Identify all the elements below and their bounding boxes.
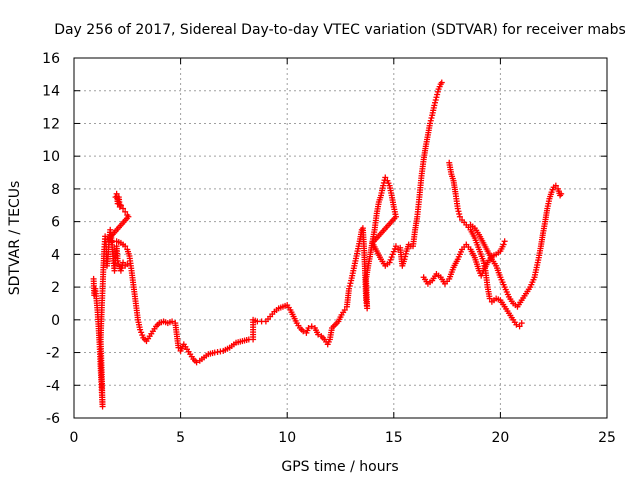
data-point — [300, 328, 307, 335]
x-tick-label: 5 — [176, 430, 185, 446]
data-point — [402, 250, 409, 257]
data-point — [137, 326, 144, 333]
data-point — [433, 94, 440, 101]
data-point — [380, 182, 387, 189]
y-tick-label: 16 — [42, 51, 60, 67]
data-point — [138, 329, 145, 336]
chart-title: Day 256 of 2017, Sidereal Day-to-day VTE… — [54, 22, 626, 38]
data-point — [456, 213, 463, 220]
data-point — [118, 265, 125, 271]
data-point — [434, 91, 441, 98]
series-layer — [90, 79, 565, 410]
data-point — [387, 256, 394, 263]
y-tick-label: 0 — [51, 313, 60, 329]
y-axis-label: SDTVAR / TECUs — [7, 181, 23, 296]
data-point — [389, 251, 396, 258]
data-point — [558, 190, 565, 197]
data-point — [438, 79, 445, 86]
grid-layer — [74, 58, 607, 418]
data-point — [552, 182, 559, 189]
data-point — [341, 307, 348, 313]
data-point — [139, 332, 146, 339]
data-point — [518, 320, 525, 327]
x-tick-label: 15 — [385, 430, 403, 446]
data-point — [346, 283, 353, 289]
data-point — [114, 257, 121, 264]
tick-layer: 0 5 10 15 20 25 -6 -4 -2 0 2 4 6 8 10 12 14 16 — [42, 51, 616, 446]
y-tick-label: 8 — [51, 182, 60, 198]
data-point — [120, 259, 127, 266]
data-point — [432, 99, 439, 106]
data-point — [386, 259, 393, 266]
data-point — [486, 295, 493, 302]
data-point — [169, 318, 176, 325]
y-tick-label: -6 — [46, 411, 60, 427]
data-point — [308, 323, 315, 330]
data-point — [428, 115, 435, 121]
plot-frame — [73, 57, 608, 419]
data-point — [434, 88, 441, 95]
data-point — [122, 208, 129, 215]
y-tick-label: 10 — [42, 149, 60, 165]
y-tick-label: -2 — [46, 346, 60, 362]
data-point — [427, 117, 434, 124]
x-tick-label: 20 — [491, 430, 509, 446]
y-tick-label: 2 — [51, 280, 60, 296]
data-point — [501, 238, 508, 245]
data-point — [175, 344, 182, 351]
data-point — [427, 120, 434, 127]
data-point — [117, 202, 124, 209]
y-tick-label: -4 — [46, 378, 60, 394]
data-point — [454, 205, 461, 212]
y-tick-label: 4 — [51, 247, 60, 263]
y-tick-label: 6 — [51, 215, 60, 231]
data-point — [347, 280, 354, 287]
data-point — [388, 254, 395, 261]
data-point — [122, 243, 129, 250]
data-point — [120, 205, 127, 212]
x-tick-label: 0 — [70, 430, 79, 446]
data-point — [455, 208, 462, 215]
x-axis-label: GPS time / hours — [281, 459, 398, 475]
data-point — [456, 211, 463, 217]
data-point — [193, 359, 200, 366]
data-point — [401, 256, 408, 263]
data-point — [346, 285, 353, 292]
data-point — [305, 325, 312, 331]
data-point — [516, 323, 523, 330]
y-tick-label: 14 — [42, 84, 60, 100]
data-point — [382, 174, 389, 181]
y-tick-label: 12 — [42, 116, 60, 132]
data-point — [124, 261, 131, 268]
x-tick-label: 10 — [278, 430, 296, 446]
data-point — [500, 241, 507, 248]
data-point — [431, 102, 438, 109]
x-tick-label: 25 — [598, 430, 616, 446]
data-point — [392, 243, 399, 250]
data-point — [432, 97, 439, 103]
data-point — [402, 253, 409, 260]
data-point — [513, 321, 520, 328]
data-point — [117, 267, 124, 274]
data-point — [390, 248, 397, 255]
data-point — [315, 331, 322, 338]
